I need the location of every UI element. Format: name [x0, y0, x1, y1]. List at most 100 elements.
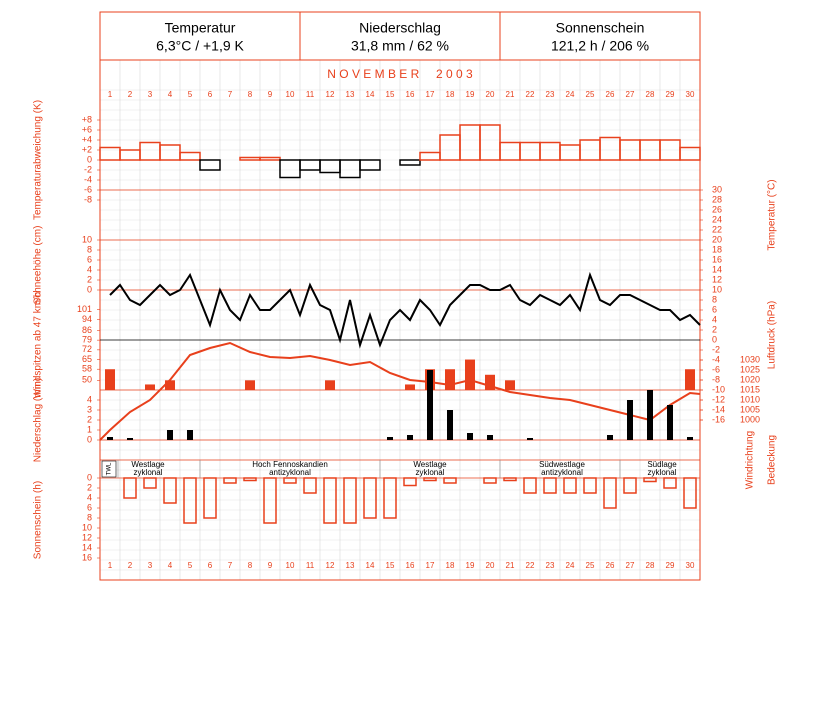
y-tick-label: 14 [82, 542, 92, 552]
bar [439, 134, 461, 161]
day-label: 29 [666, 561, 675, 570]
line [109, 271, 701, 349]
day-label: 4 [168, 561, 173, 570]
bar [387, 437, 393, 440]
day-label: 10 [286, 90, 295, 99]
y-tick-label: -4 [84, 174, 92, 184]
y-tick-label: 8 [712, 294, 717, 304]
bar [127, 438, 133, 440]
day-label: 28 [646, 90, 655, 99]
day-label: 25 [586, 90, 595, 99]
weather-type: Westlage [131, 460, 165, 469]
bar [163, 477, 177, 504]
bar [183, 477, 197, 524]
y-tick-label: 1 [87, 424, 92, 434]
weather-type: zyklonal [416, 468, 445, 477]
weather-type: Südwestlage [539, 460, 585, 469]
side-label: Windrichtung [745, 431, 756, 489]
bar [679, 146, 701, 161]
y-tick-label: 28 [712, 194, 722, 204]
day-label: 8 [248, 90, 253, 99]
y-tick-label: 0 [712, 334, 717, 344]
y-tick-label: +6 [82, 124, 92, 134]
day-label: 15 [386, 90, 395, 99]
y-tick-label: 0 [87, 154, 92, 164]
weather-type: antizyklonal [541, 468, 583, 477]
day-label: 14 [366, 561, 375, 570]
y-tick-label: 1010 [740, 394, 760, 404]
bar [503, 477, 517, 482]
y-tick-label: -14 [712, 404, 725, 414]
axis-label: Windspitzen ab 47 km/h [33, 292, 44, 399]
bar [407, 435, 413, 440]
day-label: 15 [386, 561, 395, 570]
bar [159, 144, 181, 161]
y-tick-label: 0 [87, 284, 92, 294]
y-tick-label: -6 [84, 184, 92, 194]
bar [339, 159, 361, 179]
y-tick-label: 58 [82, 364, 92, 374]
weather-label: TWL [107, 462, 113, 475]
y-tick-label: -16 [712, 414, 725, 424]
bar [607, 435, 613, 440]
bar [383, 477, 397, 519]
bar [643, 477, 657, 483]
day-label: 24 [566, 561, 575, 570]
bar [283, 477, 297, 484]
y-tick-label: 2 [87, 274, 92, 284]
y-tick-label: 94 [82, 314, 92, 324]
day-label: 26 [606, 561, 615, 570]
bar [105, 369, 115, 390]
bar [465, 359, 475, 390]
day-label: 1 [108, 561, 113, 570]
bar [687, 437, 693, 440]
y-tick-label: 4 [87, 492, 92, 502]
month-title: N O V E M B E R 2 0 0 3 [327, 67, 473, 81]
bar [405, 384, 415, 390]
y-tick-label: -8 [84, 194, 92, 204]
bar [505, 380, 515, 390]
day-label: 20 [486, 561, 495, 570]
weather-type: zyklonal [648, 468, 677, 477]
y-tick-label: -12 [712, 394, 725, 404]
day-label: 28 [646, 561, 655, 570]
y-tick-label: 18 [712, 244, 722, 254]
header-title: Sonnenschein [556, 20, 645, 36]
y-tick-label: 30 [712, 184, 722, 194]
day-label: 27 [626, 561, 635, 570]
axis-label: Niederschlag (mm) [33, 378, 44, 462]
bar [259, 156, 281, 161]
y-tick-label: 86 [82, 325, 92, 335]
bar [243, 477, 257, 482]
bar [583, 477, 597, 494]
y-tick-label: 12 [712, 274, 722, 284]
bar [359, 159, 381, 171]
bar [343, 477, 357, 524]
y-tick-label: +2 [82, 144, 92, 154]
y-tick-label: 72 [82, 344, 92, 354]
y-tick-label: 2 [87, 414, 92, 424]
y-tick-label: 24 [712, 214, 722, 224]
bar [559, 144, 581, 161]
axis-label: Schneehöhe (cm) [33, 226, 44, 305]
day-label: 21 [506, 561, 515, 570]
day-label: 22 [526, 90, 535, 99]
bar [445, 369, 455, 390]
day-label: 26 [606, 90, 615, 99]
y-tick-label: 8 [87, 512, 92, 522]
day-label: 30 [686, 90, 695, 99]
y-tick-label: 4 [712, 314, 717, 324]
y-tick-label: 6 [87, 254, 92, 264]
day-label: 11 [306, 90, 315, 99]
day-label: 11 [306, 561, 315, 570]
day-label: 27 [626, 90, 635, 99]
day-label: 21 [506, 90, 515, 99]
y-tick-label: 16 [712, 254, 722, 264]
y-tick-label: 1000 [740, 414, 760, 424]
bar [647, 390, 653, 440]
bar [423, 477, 437, 482]
bar [279, 159, 301, 179]
bar [239, 156, 261, 161]
bar [447, 410, 453, 440]
bar [145, 384, 155, 390]
